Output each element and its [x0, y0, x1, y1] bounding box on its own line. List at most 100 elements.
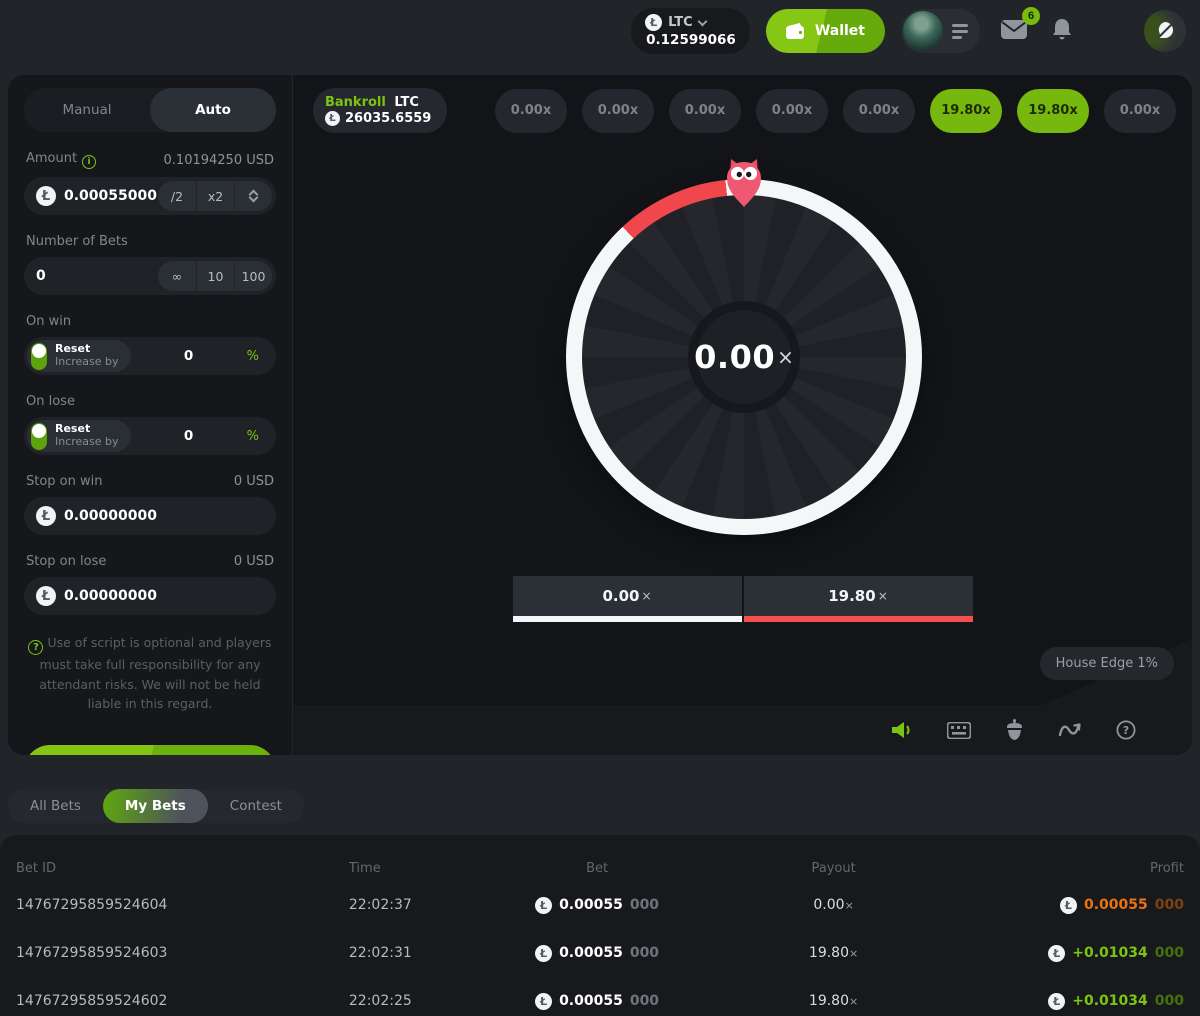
ltc-coin-icon: Ł [36, 586, 56, 606]
stop-on-lose-label: Stop on lose [26, 554, 107, 569]
number-of-bets-label: Number of Bets [26, 234, 128, 249]
history-multiplier[interactable]: 19.80x [1017, 88, 1089, 133]
svg-text:?: ? [1123, 724, 1129, 737]
current-multiplier: 0.00 [694, 338, 776, 376]
toggle-icon [31, 422, 47, 450]
bet-time: 22:02:25 [348, 993, 412, 1009]
col-time: Time [348, 860, 381, 876]
ltc-coin-icon: Ł [535, 944, 553, 962]
balance-value: 0.12599066 [646, 32, 736, 48]
chat-toggle-button[interactable] [1144, 10, 1186, 52]
result-option-lose[interactable]: 0.00 × [512, 576, 742, 622]
tab-manual[interactable]: Manual [24, 88, 150, 132]
tab-contest[interactable]: Contest [208, 789, 304, 823]
bet-amount: Ł 0.00055 000 [535, 992, 659, 1010]
history-multiplier[interactable]: 0.00x [1104, 88, 1176, 133]
number-of-bets-input[interactable]: 0 [36, 268, 46, 284]
tab-all-bets[interactable]: All Bets [8, 789, 103, 823]
sound-button[interactable] [889, 719, 915, 741]
amount-usd: 0.10194250 USD [163, 152, 274, 168]
stop-on-lose-row: Ł 0.00000000 [24, 577, 276, 615]
wallet-label: Wallet [814, 23, 865, 39]
bet-id: 14767295859524604 [16, 897, 168, 913]
start-auto-bet-button[interactable]: Start Auto Bet [24, 745, 276, 755]
bets-tabs: All Bets My Bets Contest [8, 789, 304, 823]
result-color-bar [512, 616, 742, 622]
history-multiplier[interactable]: 0.00x [582, 88, 654, 133]
half-amount-button[interactable]: /2 [158, 181, 196, 211]
script-disclaimer: Use of script is optional and players mu… [24, 633, 276, 713]
bet-payout: 0.00× [813, 897, 854, 913]
on-lose-toggle[interactable]: Reset Increase by [27, 420, 131, 452]
on-win-percent: % [246, 348, 259, 364]
stop-on-win-usd: 0 USD [233, 474, 274, 489]
on-lose-value-input[interactable]: 0 [183, 428, 194, 444]
bankroll-currency: LTC [394, 95, 419, 110]
stop-on-win-input[interactable]: 0.00000000 [64, 508, 157, 524]
bets-infinity-button[interactable]: ∞ [158, 261, 196, 291]
help-button[interactable]: ? [1114, 718, 1138, 742]
info-icon[interactable] [82, 155, 97, 169]
seed-button[interactable] [1003, 717, 1026, 743]
stats-icon [1058, 723, 1081, 737]
bet-id: 14767295859524603 [16, 945, 168, 961]
bet-amount: Ł 0.00055 000 [535, 896, 659, 914]
table-row[interactable]: 14767295859524603 22:02:31 Ł 0.00055 000 … [16, 929, 1184, 977]
times-symbol: × [641, 589, 652, 603]
on-lose-percent: % [246, 428, 259, 444]
tab-my-bets[interactable]: My Bets [102, 789, 208, 823]
number-of-bets-row: 0 ∞ 10 100 [24, 257, 276, 295]
amount-input[interactable]: 0.00055000 [64, 188, 157, 204]
on-win-increase-option: Increase by [55, 355, 119, 368]
inbox-button[interactable]: 6 [996, 7, 1040, 47]
ltc-coin-icon: Ł [1059, 896, 1077, 914]
currency-selector[interactable]: Ł LTC 0.12599066 [631, 8, 750, 54]
notifications-button[interactable] [1048, 14, 1076, 48]
table-row[interactable]: 14767295859524602 22:02:25 Ł 0.00055 000 … [16, 977, 1184, 1016]
stop-on-win-row: Ł 0.00000000 [24, 497, 276, 535]
avatar [903, 11, 943, 51]
user-menu[interactable] [901, 9, 980, 53]
stop-on-lose-input[interactable]: 0.00000000 [64, 588, 157, 604]
bet-id: 14767295859524602 [16, 993, 168, 1009]
bankroll-label: Bankroll [325, 95, 386, 110]
result-option-win[interactable]: 19.80 × [743, 576, 973, 622]
multiplier-history: 0.00x 0.00x 0.00x 0.00x 0.00x 19.80x 19.… [495, 88, 1176, 133]
ltc-coin-icon: Ł [645, 14, 663, 31]
bets-10-button[interactable]: 10 [196, 261, 234, 291]
bankroll-value: 26035.6559 [345, 111, 432, 126]
bet-profit: Ł +0.01034 000 [1048, 992, 1184, 1010]
bell-icon [1053, 19, 1071, 40]
bet-controls-sidebar: Manual Auto Amount 0.10194250 USD Ł 0.00… [8, 75, 293, 755]
tab-auto[interactable]: Auto [150, 88, 276, 132]
history-multiplier[interactable]: 0.00x [669, 88, 741, 133]
wallet-button[interactable]: Wallet [765, 9, 885, 53]
acorn-icon [1007, 719, 1022, 740]
question-icon [28, 640, 44, 656]
hotkeys-button[interactable] [945, 720, 973, 741]
bet-profit: Ł 0.00055 000 [1059, 896, 1184, 914]
ltc-coin-icon: Ł [535, 896, 553, 914]
double-amount-button[interactable]: x2 [196, 181, 234, 211]
bets-100-button[interactable]: 100 [234, 261, 272, 291]
amount-stepper[interactable] [234, 181, 272, 211]
mode-tabs: Manual Auto [24, 88, 276, 132]
topbar: Ł LTC 0.12599066 Wallet 6 [0, 0, 1200, 62]
history-multiplier[interactable]: 0.00x [843, 88, 915, 133]
stop-on-win-label: Stop on win [26, 474, 103, 489]
history-multiplier[interactable]: 19.80x [930, 88, 1002, 133]
history-multiplier[interactable]: 0.00x [756, 88, 828, 133]
ltc-coin-icon: Ł [1048, 944, 1066, 962]
on-win-value-input[interactable]: 0 [183, 348, 194, 364]
on-win-row: Reset Increase by 0 % [24, 337, 276, 375]
history-multiplier[interactable]: 0.00x [495, 88, 567, 133]
help-icon: ? [1116, 720, 1136, 740]
stop-on-lose-usd: 0 USD [233, 554, 274, 569]
col-bet-id: Bet ID [16, 860, 56, 876]
on-win-toggle[interactable]: Reset Increase by [27, 340, 131, 372]
house-edge-badge: House Edge 1% [1039, 647, 1174, 680]
table-row[interactable]: 14767295859524604 22:02:37 Ł 0.00055 000 … [16, 881, 1184, 929]
ltc-coin-icon: Ł [1048, 992, 1066, 1010]
live-stats-button[interactable] [1056, 719, 1084, 741]
col-payout: Payout [811, 860, 856, 876]
